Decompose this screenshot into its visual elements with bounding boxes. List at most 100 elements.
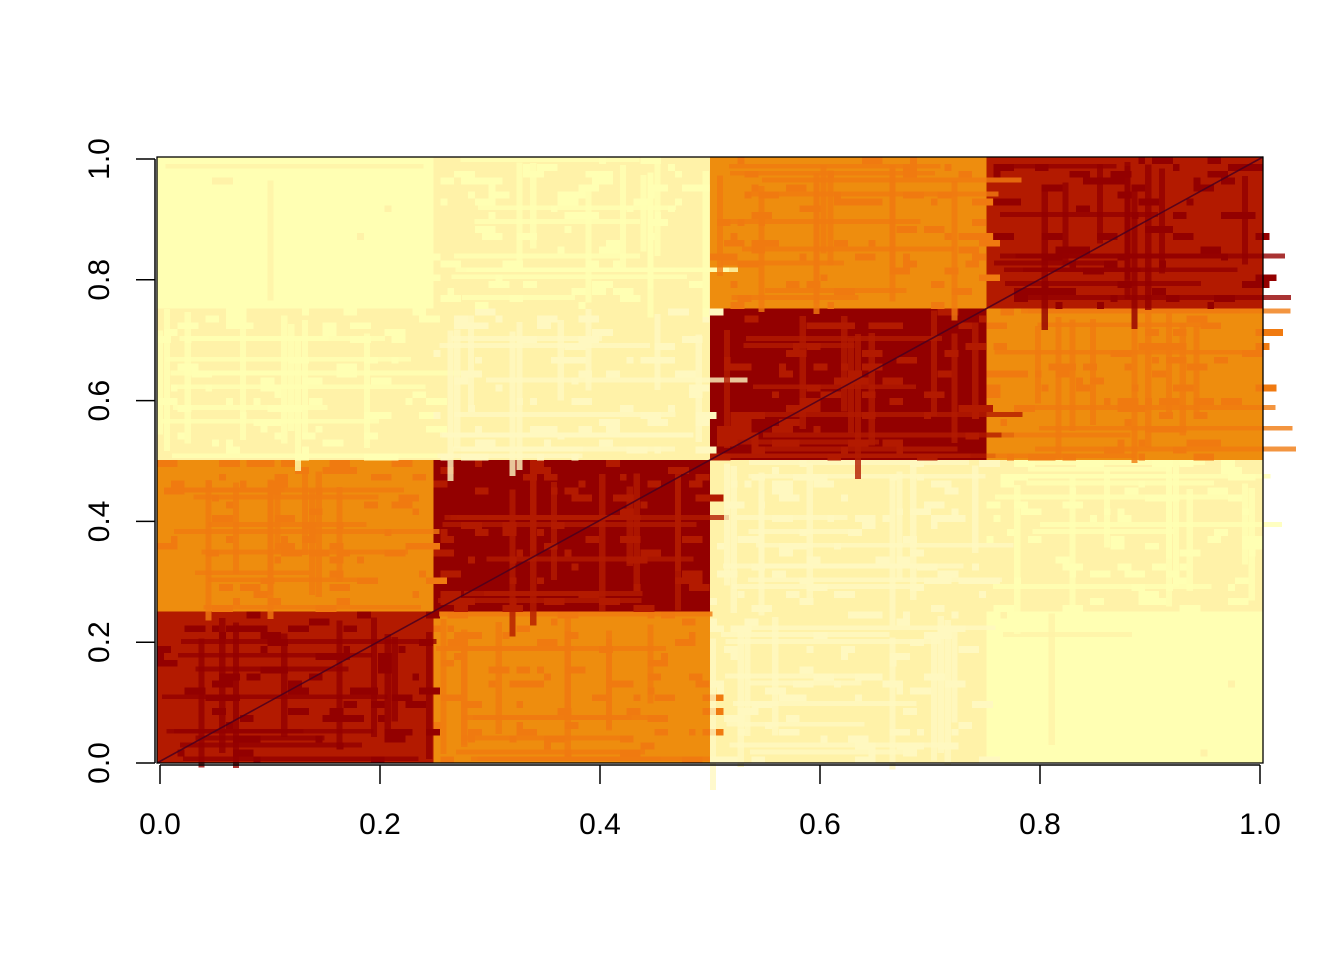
texture-speck <box>364 453 385 461</box>
texture-speck <box>785 542 807 550</box>
texture-speck <box>412 508 420 516</box>
texture-speck <box>619 295 641 302</box>
texture-speck <box>571 453 579 461</box>
texture-speck <box>647 611 655 619</box>
texture-speck <box>668 205 675 213</box>
texture-speck <box>930 515 952 523</box>
texture-speck <box>619 405 634 412</box>
texture-speck <box>315 425 323 433</box>
texture-streak <box>177 652 373 658</box>
texture-speck <box>1159 260 1166 268</box>
texture-speck <box>910 157 917 164</box>
texture-speck <box>765 687 786 695</box>
texture-speck <box>440 198 448 206</box>
texture-speck <box>1117 281 1132 289</box>
texture-speck <box>889 473 897 481</box>
texture-speck <box>737 591 745 598</box>
texture-speck <box>329 460 351 467</box>
texture-speck <box>848 439 869 447</box>
texture-speck <box>737 157 745 164</box>
texture-speck <box>737 728 745 736</box>
texture-speck <box>1048 184 1063 192</box>
texture-speck <box>1014 577 1021 585</box>
texture-speck <box>433 274 441 282</box>
texture-speck <box>301 535 316 543</box>
texture-speck <box>751 439 759 447</box>
texture-speck <box>979 274 1000 282</box>
texture-speck <box>260 577 275 585</box>
texture-speck <box>1262 329 1284 337</box>
texture-speck <box>1165 343 1187 350</box>
texture-speck <box>537 163 558 171</box>
texture-streak <box>174 728 374 734</box>
texture-streak <box>179 336 386 341</box>
texture-streak <box>986 453 1136 459</box>
texture-speck <box>668 308 689 316</box>
texture-speck <box>688 384 710 392</box>
texture-speck <box>868 749 876 757</box>
texture-speck <box>937 570 952 578</box>
texture-speck <box>1007 529 1015 536</box>
texture-streak <box>470 756 661 762</box>
texture-speck <box>516 680 537 688</box>
texture-speck <box>930 480 952 488</box>
texture-speck <box>848 529 862 536</box>
texture-speck <box>1027 288 1035 295</box>
texture-speck <box>896 356 917 364</box>
texture-speck <box>1138 453 1146 461</box>
texture-streak <box>267 180 274 301</box>
texture-speck <box>861 391 876 399</box>
texture-speck <box>965 432 980 440</box>
texture-speck <box>737 260 759 268</box>
y-tick-label: 0.0 <box>83 742 116 784</box>
texture-speck <box>1076 460 1084 467</box>
texture-speck <box>377 652 392 660</box>
texture-speck <box>619 508 634 516</box>
texture-speck <box>661 356 669 364</box>
texture-speck <box>647 219 669 226</box>
texture-streak <box>1014 485 1021 635</box>
texture-speck <box>488 666 510 674</box>
texture-speck <box>1138 157 1146 164</box>
texture-streak <box>746 336 943 341</box>
texture-speck <box>640 742 655 750</box>
texture-speck <box>806 384 821 392</box>
texture-streak <box>203 604 422 610</box>
texture-speck <box>191 370 213 378</box>
texture-streak <box>1165 313 1173 417</box>
texture-speck <box>329 570 344 578</box>
texture-speck <box>647 184 669 192</box>
texture-speck <box>516 728 537 736</box>
texture-speck <box>993 170 1001 178</box>
texture-speck <box>343 646 351 653</box>
texture-speck <box>944 680 966 688</box>
texture-speck <box>675 577 682 585</box>
texture-speck <box>157 460 178 467</box>
texture-streak <box>301 468 309 556</box>
texture-speck <box>744 315 759 323</box>
texture-streak <box>165 487 405 493</box>
texture-streak <box>437 598 642 603</box>
texture-speck <box>681 618 696 626</box>
x-axis: 0.0 0.2 0.4 0.6 0.8 1.0 <box>139 764 1281 841</box>
texture-speck <box>253 398 261 406</box>
texture-speck <box>1076 384 1090 392</box>
texture-speck <box>834 680 842 688</box>
texture-speck <box>910 460 924 467</box>
texture-speck <box>654 418 662 426</box>
texture-speck <box>1069 170 1090 178</box>
texture-speck <box>1145 542 1159 550</box>
texture-speck <box>419 687 440 695</box>
texture-speck <box>723 356 731 364</box>
texture-speck <box>702 315 710 323</box>
texture-speck <box>454 322 475 330</box>
texture-speck <box>958 246 980 254</box>
plot-frame <box>156 156 1264 764</box>
texture-streak <box>1003 632 1133 638</box>
texture-speck <box>1165 295 1180 302</box>
texture-speck <box>889 728 911 736</box>
texture-streak <box>461 629 468 747</box>
texture-speck <box>751 446 766 454</box>
texture-speck <box>1027 453 1035 461</box>
